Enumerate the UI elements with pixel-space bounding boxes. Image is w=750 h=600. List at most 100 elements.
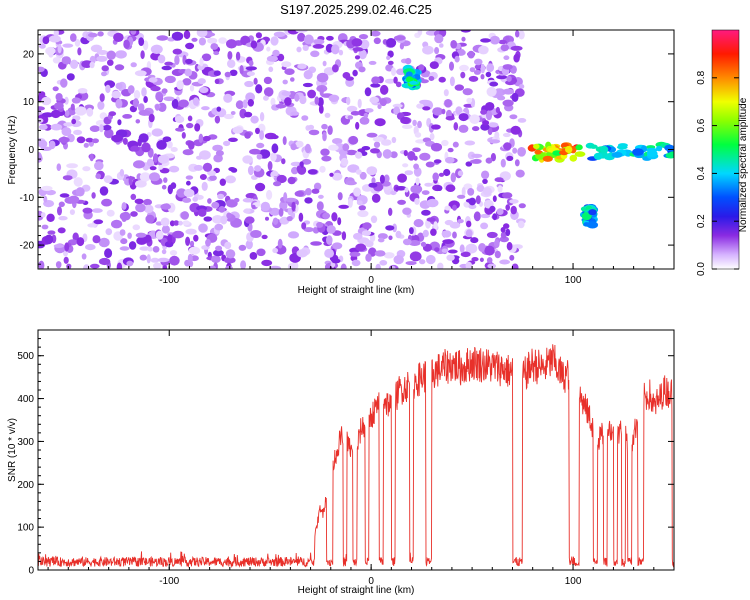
spectrogram-noise-cell: [149, 172, 160, 182]
spectrogram-noise-cell: [405, 261, 417, 266]
spectrogram-noise-cell: [224, 241, 232, 250]
spectrogram-noise-cell: [313, 39, 325, 45]
spectrogram-noise-cell: [509, 254, 515, 261]
colorbar-tick-label: 0.0: [696, 262, 707, 276]
spectrogram-noise-cell: [272, 247, 279, 254]
spectrogram-noise-cell: [101, 124, 112, 131]
spectrogram-noise-cell: [242, 197, 254, 203]
spectrogram-noise-cell: [351, 38, 363, 47]
spectrogram-noise-cell: [485, 157, 493, 164]
spectrogram-noise-cell: [290, 111, 300, 116]
spectrogram-noise-cell: [157, 257, 170, 263]
spectrogram-noise-cell: [43, 195, 48, 203]
spectrogram-noise-cell: [134, 70, 147, 77]
spectrogram-noise-cell: [444, 219, 454, 226]
spectrogram-noise-cell: [46, 213, 55, 222]
spectrogram-noise-cell: [105, 228, 113, 236]
spectrogram-noise-cell: [92, 235, 101, 244]
spectrogram-noise-cell: [420, 241, 427, 247]
spectrogram-noise-cell: [331, 44, 340, 55]
spectrogram-noise-cell: [364, 108, 374, 113]
spectrogram-noise-cell: [324, 248, 334, 258]
spectrogram-noise-cell: [340, 157, 349, 167]
spectrogram-noise-cell: [57, 227, 66, 234]
spectrogram-noise-cell: [421, 190, 430, 196]
spectrogram-noise-cell: [249, 148, 261, 155]
spectrogram-noise-cell: [450, 40, 458, 49]
spectrogram-noise-cell: [469, 159, 482, 164]
spectrogram-noise-cell: [97, 101, 105, 110]
spectrogram-noise-cell: [41, 212, 46, 218]
spectrogram-noise-cell: [340, 263, 347, 269]
spectrogram-noise-cell: [478, 45, 489, 55]
spectrogram-noise-cell: [70, 33, 77, 42]
spectrogram-ytick-label: 10: [23, 97, 35, 108]
spectrogram-noise-cell: [197, 208, 207, 217]
spectrogram-noise-cell: [207, 198, 212, 204]
spectrogram-noise-cell: [255, 127, 260, 135]
spectrogram-noise-cell: [115, 82, 123, 90]
spectrogram-noise-cell: [307, 89, 316, 99]
spectrogram-noise-cell: [298, 212, 304, 222]
spectrogram-noise-cell: [377, 104, 382, 110]
snr-ytick-label: 100: [17, 523, 34, 534]
spectrogram-noise-cell: [355, 243, 367, 252]
spectrogram-xtick-label: 100: [565, 275, 582, 286]
spectrogram-noise-cell: [429, 133, 435, 141]
spectrogram-noise-cell: [455, 106, 463, 115]
spectrogram-noise-cell: [329, 172, 334, 177]
spectrogram-noise-cell: [284, 197, 297, 203]
spectrogram-noise-cell: [370, 148, 380, 154]
spectrogram-noise-cell: [126, 260, 134, 267]
spectrogram-noise-cell: [313, 182, 322, 191]
spectrogram-noise-cell: [74, 106, 87, 116]
spectrogram-noise-cell: [83, 142, 89, 148]
spectrogram-noise-cell: [65, 110, 70, 117]
snr-axes: -100 0 100 0 100 200 300 400 500: [17, 329, 675, 587]
spectrogram-noise-cell: [489, 35, 500, 45]
spectrogram-noise-cell: [223, 113, 234, 120]
spectrogram-noise-cell: [220, 215, 228, 225]
spectrogram-noise-cell: [485, 110, 493, 121]
spectrogram-peak-cell: [586, 221, 599, 229]
spectrogram-noise-cell: [465, 261, 473, 269]
spectrogram-noise-cell: [256, 142, 265, 149]
spectrogram-noise-cell: [347, 115, 354, 120]
spectrogram-noise-cell: [506, 155, 514, 161]
spectrogram-noise-cell: [402, 163, 409, 168]
spectrogram-noise-cell: [62, 175, 73, 181]
spectrogram-noise-cell: [287, 207, 292, 216]
spectrogram-noise-cell: [486, 63, 495, 73]
spectrogram-noise-cell: [469, 67, 476, 73]
spectrogram-noise-cell: [246, 71, 255, 76]
spectrogram-noise-cell: [272, 217, 279, 225]
spectrogram-noise-cell: [399, 42, 404, 50]
spectrogram-noise-cell: [38, 139, 48, 149]
spectrogram-noise-cell: [319, 86, 324, 97]
spectrogram-noise-cell: [374, 118, 386, 127]
spectrogram-noise-cell: [410, 184, 423, 194]
spectrogram-noise-cell: [219, 178, 226, 186]
spectrogram-noise-cell: [199, 86, 209, 94]
spectrogram-noise-cell: [119, 229, 126, 236]
spectrogram-noise-cell: [304, 143, 311, 154]
spectrogram-noise-cell: [256, 153, 263, 160]
spectrogram-noise-cell: [368, 60, 377, 65]
colorbar-tick-label: 0.8: [696, 70, 707, 84]
spectrogram-noise-cell: [171, 98, 179, 109]
spectrogram-noise-cell: [512, 147, 518, 154]
spectrogram-noise-cell: [245, 239, 253, 250]
spectrogram-noise-cell: [52, 86, 59, 92]
spectrogram-noise-cell: [147, 246, 153, 252]
spectrogram-noise-cell: [302, 44, 309, 52]
spectrogram-noise-cell: [377, 233, 388, 240]
spectrogram-noise-cell: [480, 38, 491, 43]
spectrogram-noise-cell: [139, 254, 147, 261]
spectrogram-noise-cell: [66, 263, 72, 269]
spectrogram-noise-cell: [413, 167, 422, 177]
spectrogram-noise-cell: [95, 173, 101, 179]
spectrogram-noise-cell: [482, 178, 488, 184]
spectrogram-noise-cell: [506, 75, 512, 82]
spectrogram-noise-cell: [510, 205, 517, 215]
spectrogram-noise-cell: [409, 227, 414, 235]
